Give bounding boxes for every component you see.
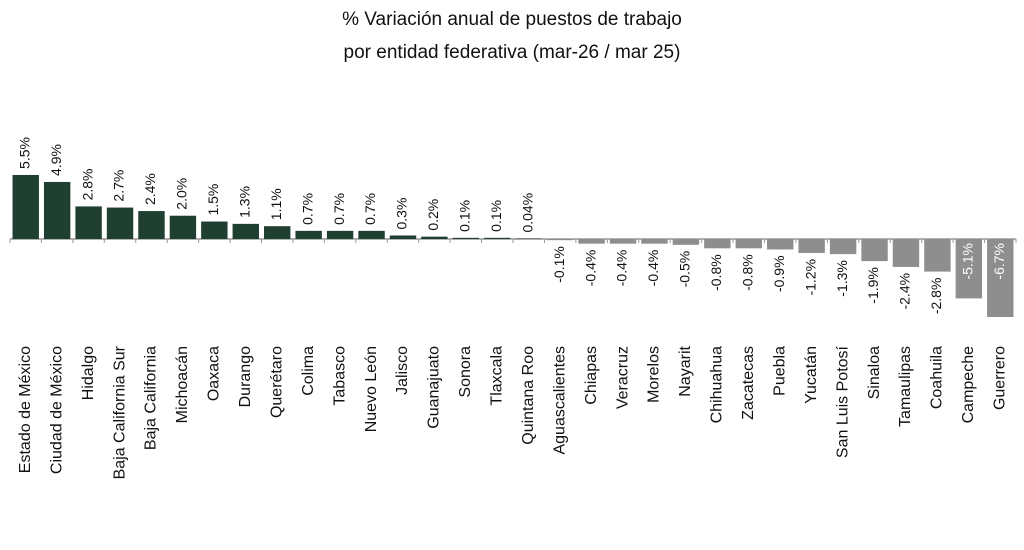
bar — [358, 230, 385, 239]
x-tick-label: Durango — [237, 346, 254, 407]
value-label: 0.7% — [362, 193, 378, 225]
x-tick-label: Guerrero — [992, 346, 1009, 410]
x-tick-label: Campeche — [960, 346, 977, 423]
value-label: -0.4% — [582, 250, 598, 287]
x-tick-label: Zacatecas — [740, 346, 757, 420]
bar — [421, 236, 448, 239]
x-tick-label: Chihuahua — [709, 346, 726, 424]
value-label: 2.0% — [174, 178, 190, 210]
value-label: -5.1% — [960, 243, 976, 280]
x-tick-label: Colima — [300, 346, 317, 396]
x-tick-label: Tabasco — [331, 346, 348, 406]
x-tick-label: Veracruz — [614, 346, 631, 409]
value-label: -2.8% — [928, 278, 944, 315]
x-tick-label: Tlaxcala — [489, 346, 506, 406]
value-label: 5.5% — [16, 137, 32, 169]
x-tick-label: Puebla — [771, 346, 788, 396]
value-label: 0.2% — [425, 199, 441, 231]
bar — [987, 239, 1014, 317]
x-tick-label: Sinaloa — [866, 346, 883, 399]
bar — [75, 206, 102, 239]
x-tick-label: Nuevo León — [363, 346, 380, 432]
value-label: 0.7% — [331, 193, 347, 225]
x-tick-label: Hidalgo — [80, 346, 97, 400]
value-label: -0.4% — [614, 250, 630, 287]
x-tick-label: Querétaro — [268, 346, 285, 418]
bar — [955, 239, 983, 299]
value-label: -6.7% — [991, 243, 1007, 280]
x-tick-label: San Luis Potosí — [834, 345, 851, 458]
value-label: 2.7% — [111, 170, 127, 202]
value-label: -0.1% — [551, 246, 567, 283]
bar — [389, 235, 417, 239]
bar — [201, 221, 228, 239]
value-label: -1.9% — [865, 267, 881, 304]
chart-subtitle: por entidad federativa (mar-26 / mar 25) — [344, 42, 681, 63]
value-label: 1.5% — [205, 184, 221, 216]
chart-title: % Variación anual de puestos de trabajo — [342, 9, 682, 30]
bar — [861, 239, 888, 262]
bar — [295, 230, 322, 239]
bar — [515, 238, 542, 240]
bar — [609, 239, 637, 244]
bar — [169, 215, 197, 239]
value-label: 0.7% — [299, 193, 315, 225]
x-tick-label: Chiapas — [583, 346, 600, 405]
value-label: -1.3% — [834, 260, 850, 297]
value-label: -0.9% — [771, 255, 787, 292]
x-tick-label: Oaxaca — [206, 346, 223, 401]
value-label: -2.4% — [897, 273, 913, 310]
value-label: 1.3% — [236, 186, 252, 218]
bar — [546, 239, 574, 241]
bar — [704, 239, 731, 249]
value-label: 0.1% — [457, 200, 473, 232]
bar — [641, 239, 668, 244]
value-label: -0.4% — [645, 250, 661, 287]
x-tick-label: Aguascalientes — [551, 346, 568, 455]
x-tick-label: Baja California — [143, 346, 160, 450]
value-label: -1.2% — [802, 259, 818, 296]
bar — [43, 181, 71, 239]
x-tick-label: Jalisco — [394, 346, 411, 395]
x-tick-label: Coahuila — [929, 346, 946, 409]
value-label: -0.8% — [739, 254, 755, 291]
value-label: 2.4% — [142, 173, 158, 205]
bar — [829, 239, 857, 255]
bar — [578, 239, 605, 244]
bar — [264, 226, 291, 239]
value-label: 0.04% — [519, 193, 535, 233]
x-tick-label: Estado de México — [17, 346, 34, 473]
x-tick-label: Baja California Sur — [111, 345, 128, 479]
bar — [232, 223, 259, 239]
value-label: -0.5% — [677, 251, 693, 288]
value-label: 1.1% — [268, 188, 284, 220]
value-label: -0.8% — [708, 254, 724, 291]
x-tick-label: Nayarit — [677, 345, 694, 396]
x-tick-label: Michoacán — [174, 346, 191, 423]
x-tick-label: Morelos — [646, 346, 663, 403]
bar — [735, 239, 762, 249]
bar — [484, 237, 511, 239]
bar — [12, 174, 39, 239]
value-label: 4.9% — [48, 144, 64, 176]
bar — [452, 237, 480, 239]
x-tick-label: Quintana Roo — [520, 346, 537, 445]
bar — [106, 207, 134, 239]
bar — [672, 239, 700, 245]
bar — [924, 239, 951, 272]
bar — [138, 211, 165, 239]
x-tick-label: Ciudad de México — [48, 346, 65, 474]
bar — [892, 239, 920, 267]
value-label: 2.8% — [79, 168, 95, 200]
x-tick-label: Guanajuato — [426, 346, 443, 429]
value-label: 0.3% — [394, 198, 410, 230]
x-tick-label: Tamaulipas — [897, 346, 914, 427]
value-label: 0.1% — [488, 200, 504, 232]
bar — [767, 239, 794, 250]
bar — [798, 239, 825, 253]
bar — [326, 230, 354, 239]
x-tick-label: Sonora — [457, 346, 474, 398]
x-tick-label: Yucatán — [803, 346, 820, 404]
